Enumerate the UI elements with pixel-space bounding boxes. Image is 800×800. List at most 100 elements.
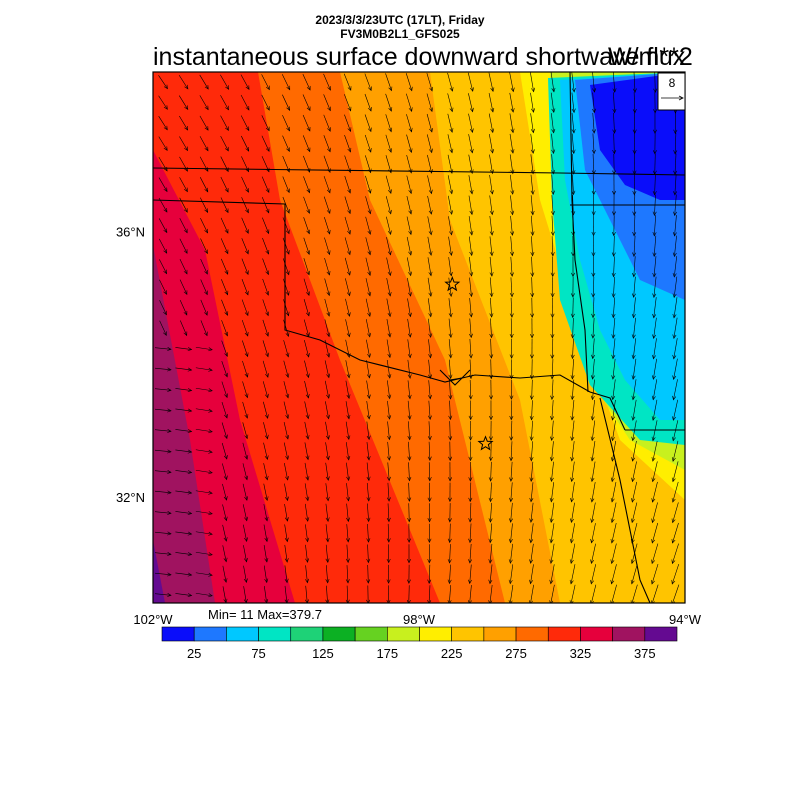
wind-vector: [305, 524, 308, 542]
wind-vector: [365, 155, 371, 173]
wind-vector-head: [469, 292, 474, 298]
wind-vector-head: [224, 270, 229, 275]
wind-vector-head: [672, 232, 677, 237]
wind-vector: [282, 176, 290, 193]
wind-vector: [488, 72, 494, 92]
wind-vector-head: [408, 230, 413, 236]
wind-vector: [282, 115, 290, 131]
wind-vector-head: [223, 578, 228, 583]
wind-vector: [367, 544, 369, 563]
wind-vector: [221, 340, 228, 357]
wind-vector-head: [407, 374, 412, 379]
wind-vector-head: [591, 334, 596, 339]
wind-vector: [282, 155, 290, 173]
wind-vector: [592, 358, 595, 380]
wind-vector: [387, 503, 390, 522]
wind-vector: [509, 154, 514, 174]
wind-vector-head: [612, 88, 617, 93]
wind-vector: [242, 463, 248, 480]
wind-vector: [447, 134, 453, 153]
wind-vector: [468, 216, 473, 235]
wind-vector-head: [549, 477, 554, 483]
wind-vector-head: [631, 293, 636, 298]
wind-vector-head: [388, 168, 392, 174]
wind-vector: [572, 338, 574, 359]
wind-vector: [468, 236, 473, 256]
wind-vector: [326, 585, 328, 603]
wind-vector: [672, 481, 679, 503]
wind-vector-head: [386, 558, 391, 564]
wind-vector-head: [529, 518, 534, 523]
wind-vector-head: [428, 169, 433, 174]
wind-vector: [652, 420, 658, 441]
wind-vector: [179, 279, 188, 295]
wind-vector: [242, 442, 248, 460]
wind-vector-head: [265, 311, 269, 317]
colorbar-swatch: [161, 626, 195, 642]
wind-vector-head: [183, 310, 188, 316]
wind-vector: [428, 318, 431, 338]
wind-vector-head: [285, 373, 290, 379]
wind-vector: [631, 564, 638, 584]
wind-vector-head: [245, 147, 250, 152]
wind-vector: [510, 277, 513, 297]
wind-vector: [158, 75, 168, 89]
wind-vector-head: [489, 374, 494, 380]
wind-vector: [179, 218, 188, 233]
wind-vector-head: [447, 559, 452, 564]
wind-vector: [469, 544, 472, 563]
wind-vector: [448, 339, 452, 358]
wind-vector-head: [346, 517, 351, 523]
wind-vector-head: [469, 251, 474, 257]
wind-vector: [243, 524, 247, 542]
wind-vector-head: [187, 593, 193, 598]
wind-vector-head: [569, 559, 574, 564]
wind-vector: [158, 156, 168, 172]
wind-vector-head: [285, 270, 290, 276]
wind-vector-head: [489, 292, 494, 298]
wind-vector-head: [550, 416, 555, 421]
wind-vector: [592, 72, 595, 93]
wind-vector: [367, 564, 369, 584]
wind-vector: [242, 504, 248, 521]
wind-vector-head: [468, 436, 473, 441]
wind-vector-head: [244, 393, 249, 399]
wind-vector-head: [550, 231, 555, 237]
wind-vector-head: [429, 127, 433, 133]
wind-vector: [611, 502, 617, 523]
wind-vector-head: [167, 428, 172, 433]
wind-vector: [303, 319, 310, 337]
wind-vector-head: [327, 127, 331, 132]
wind-vector-head: [284, 558, 289, 563]
wind-vector: [571, 420, 575, 441]
wind-vector: [489, 543, 493, 564]
wind-vector-head: [265, 373, 269, 378]
wind-vector-head: [611, 436, 615, 442]
wind-vector: [324, 339, 330, 358]
wind-vector: [364, 114, 372, 132]
wind-vector: [510, 461, 513, 482]
wind-vector-head: [184, 187, 188, 193]
wind-vector-head: [244, 290, 249, 296]
wind-vector-head: [468, 497, 473, 503]
wind-vector: [386, 237, 391, 255]
wind-vector: [261, 197, 270, 213]
wind-vector-head: [610, 579, 615, 585]
wind-vector: [263, 463, 268, 480]
wind-vector: [592, 379, 595, 400]
wind-vector-head: [489, 395, 494, 400]
wind-vector: [221, 422, 228, 439]
wind-vector-head: [407, 394, 412, 400]
wind-vector-head: [469, 128, 474, 133]
wind-vector-head: [224, 187, 229, 193]
wind-vector-head: [408, 107, 413, 112]
wind-vector-head: [428, 312, 433, 318]
wind-vector: [323, 73, 331, 91]
wind-vector-head: [223, 496, 228, 501]
wind-vector-head: [184, 105, 189, 111]
wind-vector: [263, 545, 268, 562]
wind-vector: [366, 421, 370, 440]
wind-vector: [570, 584, 576, 603]
header-model: FV3M0B2L1_GFS025: [340, 27, 460, 41]
